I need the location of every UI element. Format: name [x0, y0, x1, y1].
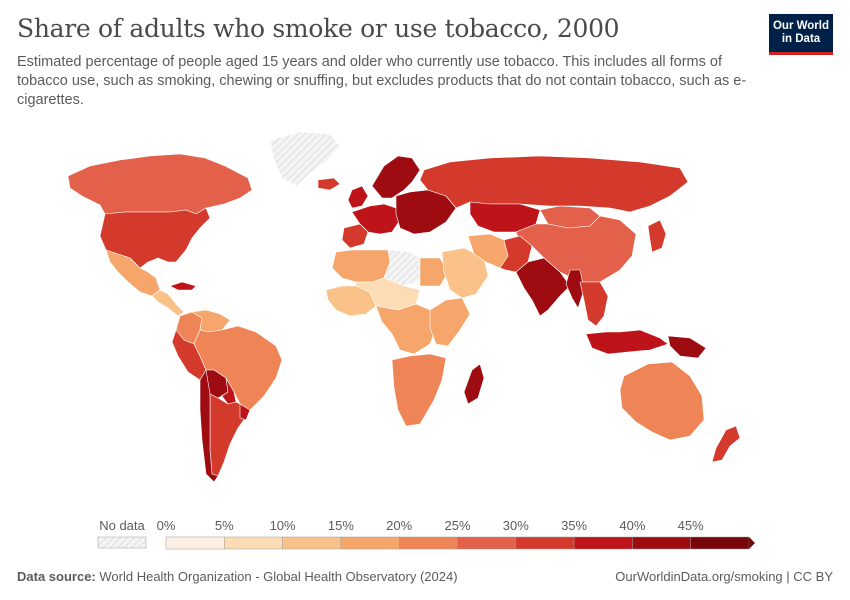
legend-tick-label: 0% — [157, 518, 176, 533]
region-new-zealand[interactable]: New Zealand — [711, 425, 741, 463]
legend-bin-1[interactable] — [224, 536, 283, 550]
legend-tick-label: 30% — [503, 518, 529, 533]
owid-logo[interactable]: Our World in Data — [769, 14, 833, 55]
region-southeast-asia[interactable]: Southeast Asia — [579, 281, 609, 327]
legend-bin-3[interactable] — [340, 536, 400, 550]
legend-tick-label: 45% — [678, 518, 704, 533]
region-madagascar[interactable]: Madagascar — [463, 363, 485, 405]
region-australia[interactable]: Australia — [619, 361, 705, 441]
region-indonesia[interactable]: Indonesia — [585, 329, 669, 355]
region-cuba[interactable]: Cuba — [169, 281, 197, 291]
source-label: Data source: — [17, 569, 96, 584]
legend-no-data-swatch — [97, 536, 147, 549]
legend-tick-label: 20% — [386, 518, 412, 533]
region-east-africa[interactable]: East Africa — [429, 297, 471, 347]
chart-title: Share of adults who smoke or use tobacco… — [17, 14, 620, 43]
region-chile[interactable]: Chile — [199, 369, 219, 483]
legend-tick-label: 35% — [561, 518, 587, 533]
legend-bin-5[interactable] — [457, 536, 517, 550]
region-japan[interactable]: Japan — [647, 219, 667, 253]
region-egypt[interactable]: Egypt — [419, 257, 449, 287]
legend-tick-label: 5% — [215, 518, 234, 533]
legend-bin-2[interactable] — [282, 536, 342, 550]
footer-source: Data source: World Health Organization -… — [17, 569, 458, 584]
source-text[interactable]: World Health Organization - Global Healt… — [99, 569, 458, 584]
region-scandinavia[interactable]: Scandinavia — [371, 155, 421, 199]
chart-subtitle: Estimated percentage of people aged 15 y… — [17, 54, 747, 108]
legend-bin-8[interactable] — [632, 536, 691, 550]
logo-line-2: in Data — [781, 33, 821, 45]
region-central-america[interactable]: Central America — [151, 289, 185, 317]
region-brazil[interactable]: Brazil — [193, 325, 283, 411]
legend-bin-4[interactable] — [398, 536, 458, 550]
region-north-africa[interactable]: North Africa — [331, 249, 391, 283]
legend-bin-9[interactable] — [690, 536, 750, 550]
logo-line-1: Our World — [772, 20, 829, 32]
legend-bin-7[interactable] — [573, 536, 633, 550]
region-iceland[interactable]: Iceland — [317, 177, 341, 191]
legend-tick-label: 15% — [328, 518, 354, 533]
region-uruguay[interactable]: Uruguay — [239, 403, 251, 421]
legend-bin-6[interactable] — [515, 536, 575, 550]
region-spain-and-portugal[interactable]: Spain and Portugal — [341, 223, 369, 249]
legend-arrow-icon — [749, 537, 755, 549]
region-southern-africa[interactable]: Southern Africa — [391, 353, 447, 427]
color-legend: No data 0% 5% 10% 15% 20% 25% 30% 35% 40% 45% — [97, 518, 755, 550]
region-united-kingdom[interactable]: United Kingdom — [347, 185, 369, 209]
region-papua-new-guinea[interactable]: Papua New Guinea — [667, 335, 707, 359]
region-greenland[interactable]: Greenland — [269, 131, 341, 187]
region-saudi-arabia[interactable]: Saudi Arabia — [441, 247, 489, 299]
legend-no-data-label: No data — [99, 518, 145, 533]
region-russia[interactable]: Russia — [419, 155, 689, 213]
footer-link[interactable]: OurWorldinData.org/smoking | CC BY — [615, 569, 833, 584]
region-canada[interactable]: Canada — [67, 153, 253, 215]
region-west-africa[interactable]: West Africa — [325, 285, 377, 317]
region-india[interactable]: India — [515, 257, 571, 317]
legend-tick-label: 40% — [619, 518, 645, 533]
world-map[interactable]: CanadaUnited StatesMexicoCentral America… — [0, 110, 850, 510]
region-myanmar[interactable]: Myanmar — [565, 269, 585, 309]
region-eastern-europe[interactable]: Eastern Europe — [395, 189, 457, 235]
legend-tick-label: 25% — [444, 518, 470, 533]
region-central-africa[interactable]: Central Africa — [375, 303, 437, 355]
legend-bin-0[interactable] — [165, 536, 225, 550]
legend-tick-label: 10% — [270, 518, 296, 533]
